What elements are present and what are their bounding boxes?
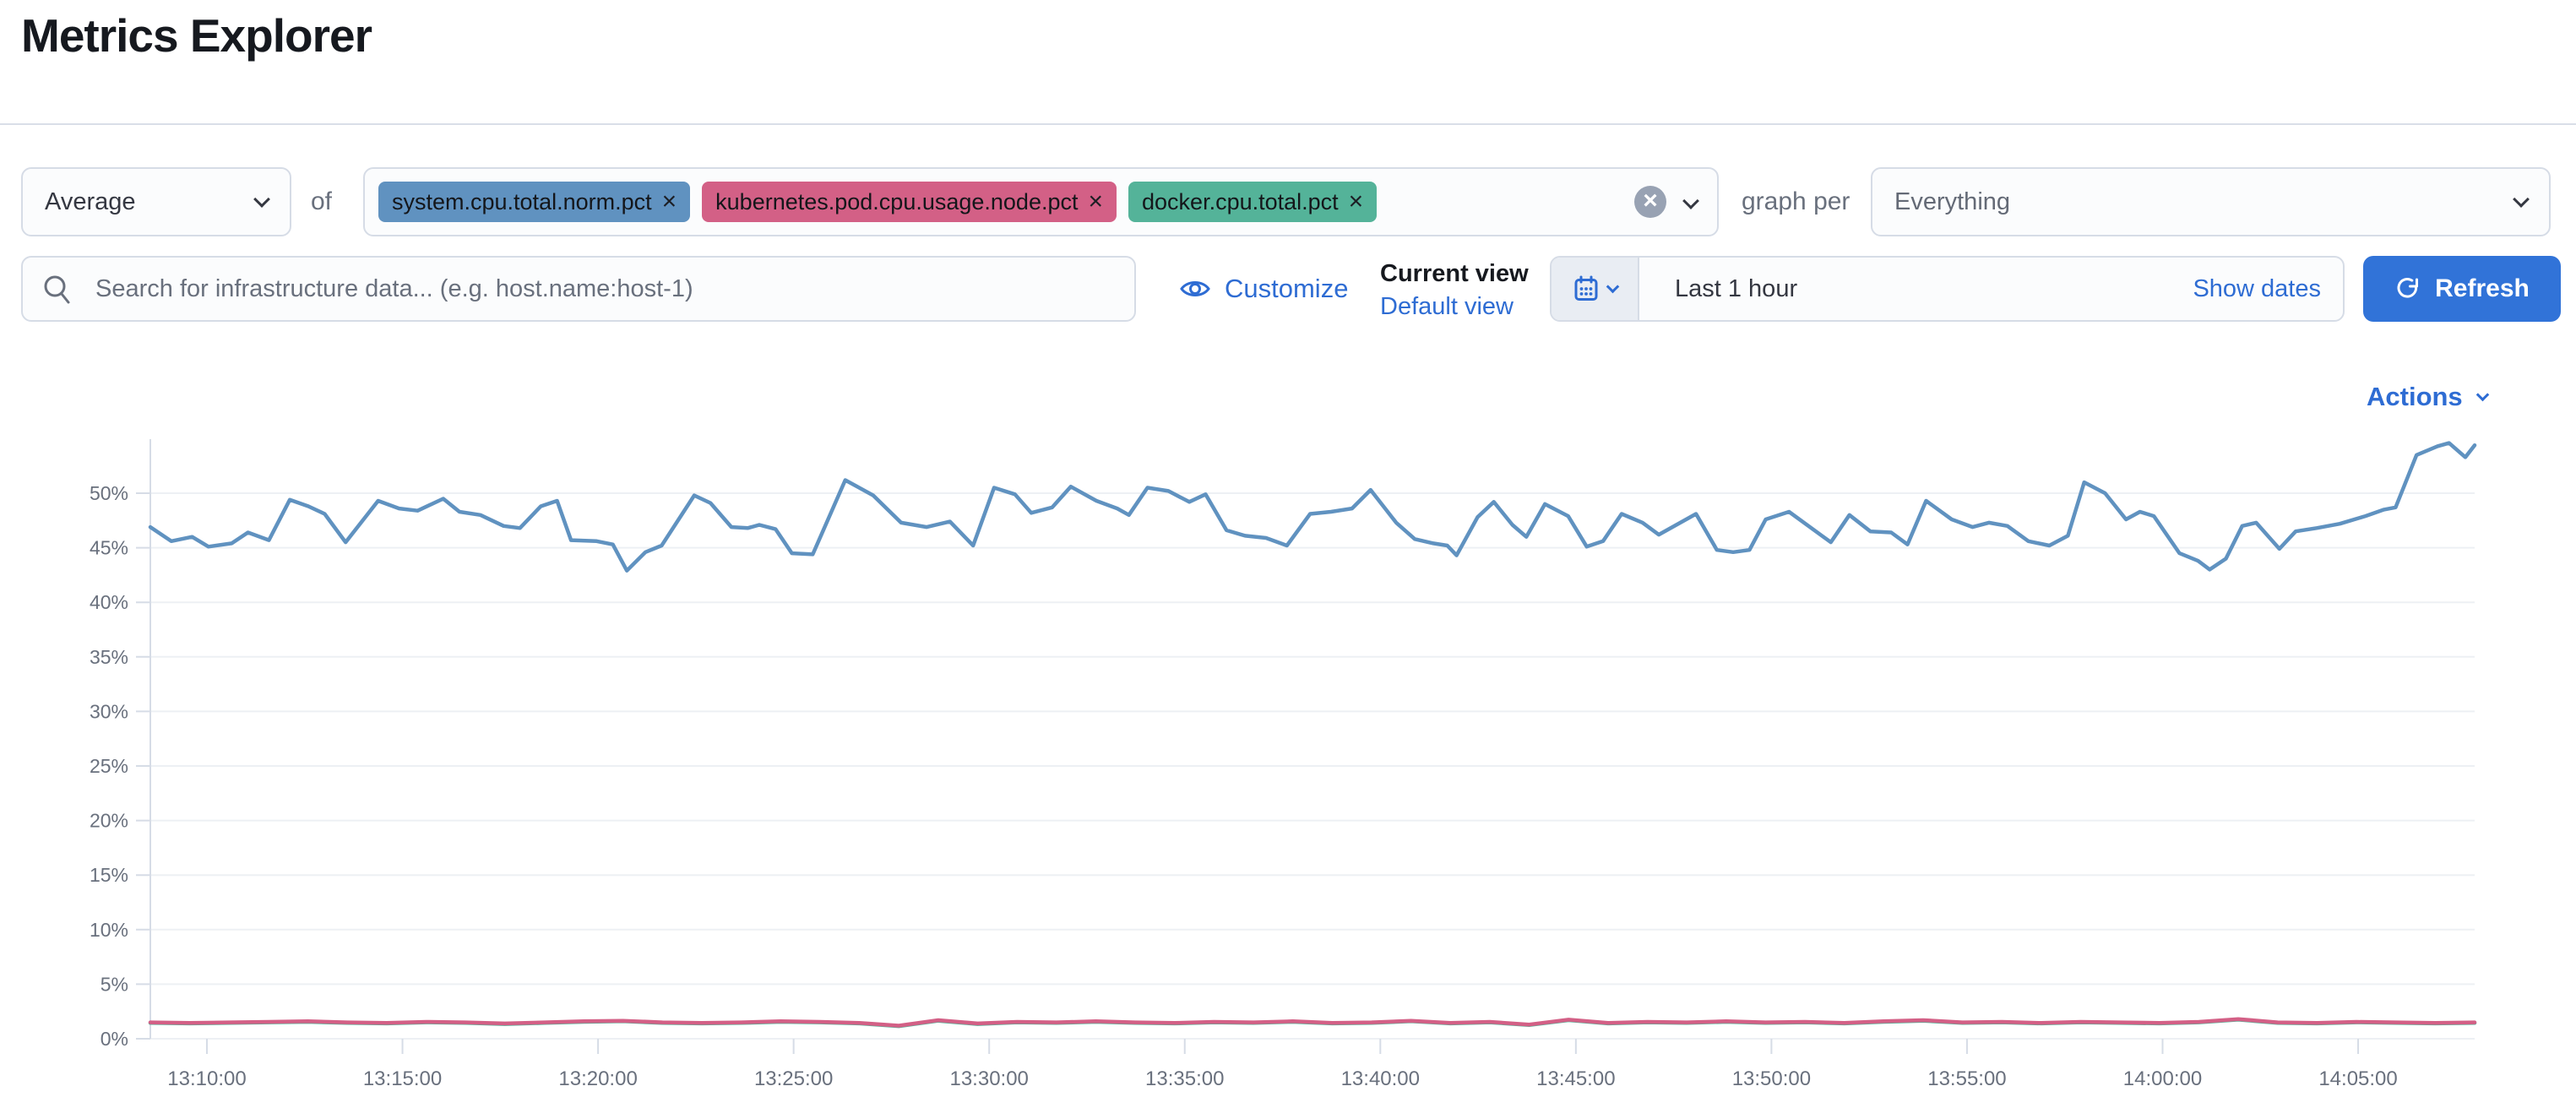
show-dates-button[interactable]: Show dates xyxy=(2193,274,2321,302)
metrics-chart: 0% 5% 10% 15% 20% 25% 30% 35% 40% 45% 50% 13:10:00 1… xyxy=(0,422,2576,1108)
svg-text:13:50:00: 13:50:00 xyxy=(1732,1067,1811,1090)
svg-text:40%: 40% xyxy=(90,591,128,613)
metric-pill[interactable]: kubernetes.pod.cpu.usage.node.pct xyxy=(702,182,1117,222)
calendar-icon xyxy=(1574,275,1597,301)
view-name-link[interactable]: Default view xyxy=(1380,293,1514,320)
svg-text:35%: 35% xyxy=(90,646,128,668)
group-by-value: Everything xyxy=(1894,187,2011,215)
clear-all-icon[interactable] xyxy=(1634,186,1666,218)
svg-text:5%: 5% xyxy=(101,973,128,995)
svg-text:15%: 15% xyxy=(90,864,128,886)
refresh-label: Refresh xyxy=(2435,274,2530,302)
svg-text:13:20:00: 13:20:00 xyxy=(558,1067,637,1090)
current-view-label: Current view xyxy=(1380,260,1529,287)
chart-actions-button[interactable]: Actions xyxy=(2367,382,2489,412)
header-divider xyxy=(0,123,2576,125)
svg-text:13:55:00: 13:55:00 xyxy=(1927,1067,2006,1090)
page-title: Metrics Explorer xyxy=(21,9,372,62)
customize-label: Customize xyxy=(1225,274,1349,303)
metric-pill-label: docker.cpu.total.pct xyxy=(1142,188,1339,215)
svg-text:50%: 50% xyxy=(90,482,128,504)
svg-text:13:25:00: 13:25:00 xyxy=(754,1067,833,1090)
metrics-combobox[interactable]: system.cpu.total.norm.pct kubernetes.pod… xyxy=(363,167,1719,236)
svg-text:13:40:00: 13:40:00 xyxy=(1341,1067,1420,1090)
aggregation-select[interactable]: Average xyxy=(21,167,291,236)
svg-text:25%: 25% xyxy=(90,755,128,777)
quick-select-button[interactable] xyxy=(1552,258,1639,320)
svg-text:13:45:00: 13:45:00 xyxy=(1536,1067,1615,1090)
remove-metric-icon[interactable] xyxy=(1349,187,1364,216)
svg-text:0%: 0% xyxy=(101,1028,128,1050)
svg-text:45%: 45% xyxy=(90,537,128,559)
refresh-icon xyxy=(2397,278,2419,298)
metric-pill-label: system.cpu.total.norm.pct xyxy=(392,188,652,215)
chevron-down-icon xyxy=(253,191,270,208)
svg-text:13:35:00: 13:35:00 xyxy=(1145,1067,1224,1090)
search-icon xyxy=(44,275,70,304)
svg-text:13:30:00: 13:30:00 xyxy=(949,1067,1028,1090)
svg-text:10%: 10% xyxy=(90,919,128,941)
customize-button[interactable]: Customize xyxy=(1179,256,1348,322)
search-input[interactable] xyxy=(21,256,1136,322)
svg-text:14:05:00: 14:05:00 xyxy=(2318,1067,2397,1090)
chevron-down-icon xyxy=(2475,388,2489,401)
of-label: of xyxy=(311,187,333,215)
svg-text:20%: 20% xyxy=(90,810,128,832)
metric-pill[interactable]: docker.cpu.total.pct xyxy=(1128,182,1378,222)
metric-pill[interactable]: system.cpu.total.norm.pct xyxy=(378,182,691,222)
date-range-value[interactable]: Last 1 hour xyxy=(1675,274,1798,302)
actions-label: Actions xyxy=(2367,382,2463,411)
svg-text:14:00:00: 14:00:00 xyxy=(2123,1067,2202,1090)
graph-per-label: graph per xyxy=(1742,187,1850,215)
view-controls: Current view Default view xyxy=(1380,258,1529,323)
refresh-button[interactable]: Refresh xyxy=(2363,256,2561,322)
eye-icon xyxy=(1180,281,1210,296)
aggregation-value: Average xyxy=(45,187,136,215)
chevron-down-icon xyxy=(2513,191,2530,208)
remove-metric-icon[interactable] xyxy=(662,187,677,216)
remove-metric-icon[interactable] xyxy=(1088,187,1103,216)
svg-text:13:10:00: 13:10:00 xyxy=(167,1067,246,1090)
super-date-picker: Last 1 hour Show dates xyxy=(1550,256,2345,322)
chevron-down-icon xyxy=(1682,193,1699,209)
chevron-down-icon xyxy=(1606,280,1619,293)
svg-text:30%: 30% xyxy=(90,700,128,722)
metrics-chart-svg: 0% 5% 10% 15% 20% 25% 30% 35% 40% 45% 50% 13:10:00 1… xyxy=(90,439,2477,1090)
metric-pill-label: kubernetes.pod.cpu.usage.node.pct xyxy=(715,188,1079,215)
svg-text:13:15:00: 13:15:00 xyxy=(363,1067,442,1090)
group-by-select[interactable]: Everything xyxy=(1871,167,2551,236)
